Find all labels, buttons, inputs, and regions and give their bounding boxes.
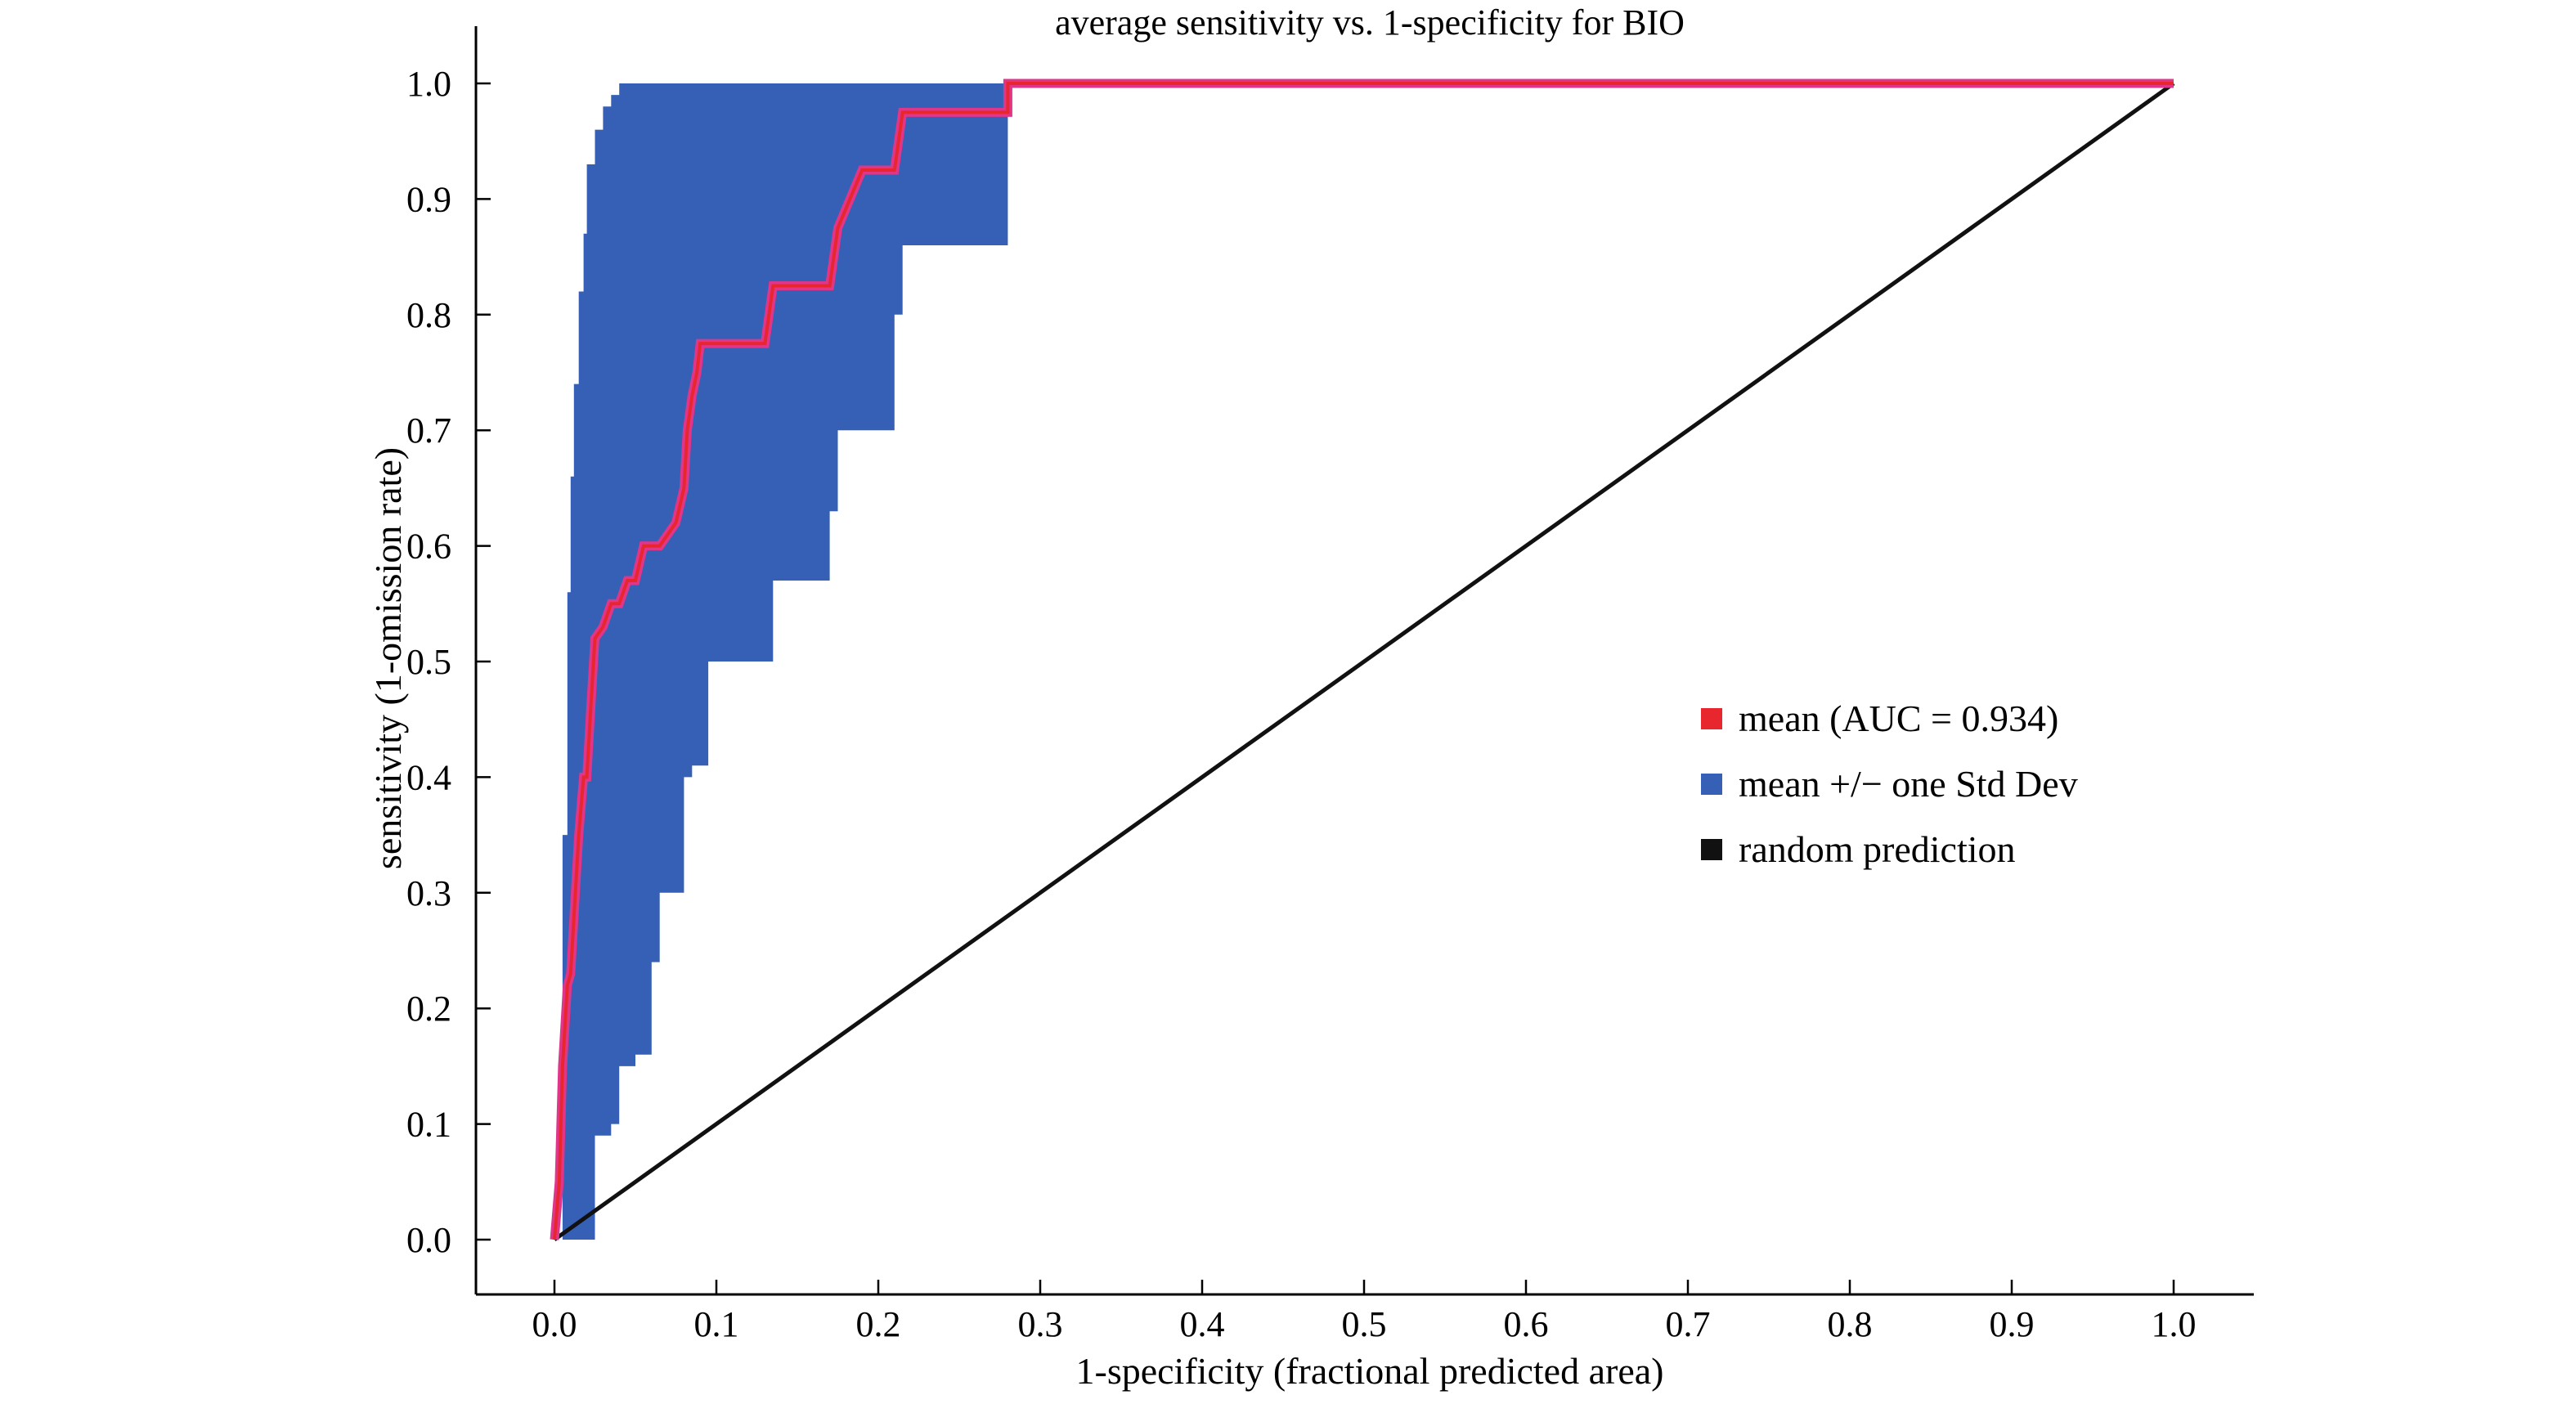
x-tick-label: 0.2 [856, 1304, 901, 1344]
y-axis-title: sensitivity (1-omission rate) [367, 447, 409, 869]
y-tick-label: 0.3 [406, 873, 451, 913]
x-axis-title: 1-specificity (fractional predicted area… [1076, 1350, 1664, 1392]
axes: 0.0 0.1 0.2 0.3 0.4 0.5 0.6 0.7 0.8 0.9 1.0 0.0 0.1 0… [406, 26, 2254, 1344]
x-tick-label: 0.1 [694, 1304, 739, 1344]
legend-swatch [1701, 774, 1722, 795]
mean-curve [553, 82, 2174, 1240]
x-tick-label: 0.8 [1828, 1304, 1873, 1344]
legend-label: mean (AUC = 0.934) [1739, 698, 2058, 739]
x-tick-label: 0.0 [532, 1304, 577, 1344]
y-tick-label: 0.1 [406, 1105, 451, 1145]
x-tick-label: 0.3 [1018, 1304, 1063, 1344]
y-tick-label: 0.9 [406, 179, 451, 219]
y-tick-label: 1.0 [406, 64, 451, 104]
std-dev-band [554, 83, 1008, 1240]
plot-area [550, 78, 2175, 1242]
y-tick-label: 0.7 [406, 410, 451, 451]
y-tick-label: 0.8 [406, 295, 451, 335]
x-tick-label: 0.6 [1504, 1304, 1549, 1344]
x-tick-label: 1.0 [2152, 1304, 2197, 1344]
y-tick-label: 0.2 [406, 989, 451, 1029]
y-tick-label: 0.0 [406, 1220, 451, 1260]
y-tick-label: 0.4 [406, 757, 451, 797]
y-tick-label: 0.5 [406, 642, 451, 682]
legend-label: mean +/− one Std Dev [1739, 763, 2078, 805]
x-tick-label: 0.5 [1342, 1304, 1387, 1344]
x-tick-label: 0.9 [1990, 1304, 2035, 1344]
legend: mean (AUC = 0.934) mean +/− one Std Dev ra… [1701, 698, 2078, 870]
y-tick-label: 0.6 [406, 527, 451, 567]
legend-swatch [1701, 708, 1722, 729]
chart-title: average sensitivity vs. 1-specificity fo… [1055, 2, 1685, 43]
random-prediction-line [553, 81, 2175, 1242]
x-tick-label: 0.7 [1666, 1304, 1711, 1344]
legend-swatch [1701, 839, 1722, 860]
legend-label: random prediction [1739, 828, 2016, 870]
x-tick-label: 0.4 [1180, 1304, 1225, 1344]
